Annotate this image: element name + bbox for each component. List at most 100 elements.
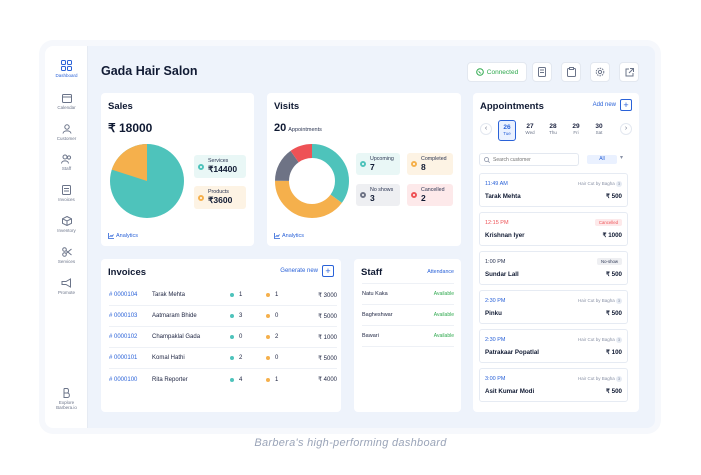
- appointment-customer: Krishnan Iyer: [485, 232, 525, 239]
- completed-value: 8: [421, 162, 426, 172]
- caption: Barbera's high-performing dashboard: [254, 437, 447, 449]
- invoice-services-count: 4: [239, 376, 243, 383]
- external-link-icon: [625, 67, 634, 76]
- invoice-products-count: 2: [275, 334, 279, 340]
- invoice-amount: ₹ 5000: [318, 355, 337, 362]
- sidebar-explore-link[interactable]: Explore Barbera.io: [45, 388, 88, 411]
- reports-button[interactable]: [532, 62, 552, 82]
- appointment-service: Hair Cut by Bagha 3: [578, 337, 622, 343]
- prev-week-chevron-icon[interactable]: ‹: [480, 123, 492, 135]
- appointment-price: ₹ 500: [606, 271, 622, 278]
- invoice-customer: Champaklal Gada: [152, 334, 201, 340]
- day-number: 28: [549, 123, 557, 130]
- services-legend: Services ₹14400: [194, 155, 246, 178]
- generate-invoice-button[interactable]: Generate new +: [280, 265, 334, 277]
- day-weekday: Thu: [549, 130, 557, 135]
- staff-name: Bagheshwar: [362, 312, 393, 318]
- grid-icon: [61, 60, 72, 71]
- day-selector-27[interactable]: 27 Wed: [521, 120, 539, 141]
- add-appointment-button[interactable]: Add new +: [593, 99, 632, 111]
- status-badge: Available: [433, 312, 454, 318]
- sidebar-item-label: Services: [57, 259, 76, 264]
- table-row[interactable]: # 0000104 Tarak Mehta 1 1 ₹ 3000: [109, 285, 337, 306]
- gear-icon: [595, 67, 605, 77]
- invoice-products-count: 1: [275, 292, 279, 298]
- invoice-id[interactable]: # 0000102: [109, 334, 138, 340]
- sidebar-item-dashboard[interactable]: Dashboard: [45, 60, 88, 78]
- table-row[interactable]: # 0000100 Rita Reporter 4 1 ₹ 4000: [109, 369, 337, 390]
- appointment-card[interactable]: 1:00 PM No-show Sundar Lall ₹ 500: [479, 251, 628, 285]
- sidebar-item-inventory[interactable]: Inventory: [45, 216, 88, 233]
- invoice-services-count: 1: [239, 292, 243, 298]
- sidebar-item-label: Invoices: [58, 197, 75, 202]
- appointment-card[interactable]: 3:00 PM Hair Cut by Bagha 3 Asit Kumar M…: [479, 368, 628, 402]
- list-item[interactable]: Natu Kaka Available: [362, 284, 454, 305]
- visits-count-row: 20 Appointments: [274, 122, 322, 134]
- visits-count: 20: [274, 122, 287, 134]
- invoice-id[interactable]: # 0000104: [109, 292, 138, 298]
- appointment-service: Hair Cut by Bagha 3: [578, 298, 622, 304]
- table-row[interactable]: # 0000102 Champaklal Gada 0 2 ₹ 1000: [109, 327, 337, 348]
- day-selector-28[interactable]: 28 Thu: [544, 120, 562, 141]
- orange-dot-icon: [266, 293, 270, 297]
- service-text: Hair Cut by Bagha: [577, 376, 615, 381]
- appointment-card[interactable]: 12:15 PM Cancelled Krishnan Iyer ₹ 1000: [479, 212, 628, 246]
- invoice-products-count: 0: [275, 355, 279, 361]
- sidebar-explore-label: Explore Barbera.io: [56, 400, 77, 411]
- settings-button[interactable]: [590, 62, 610, 82]
- list-item[interactable]: Bawari Available: [362, 326, 454, 347]
- notes-button[interactable]: [561, 62, 581, 82]
- appointment-card[interactable]: 11:49 AM Hair Cut by Bagha 3 Tarak Mehta…: [479, 173, 628, 207]
- appointment-card[interactable]: 2:30 PM Hair Cut by Bagha 3 Pinku ₹ 500: [479, 290, 628, 324]
- visits-analytics-link[interactable]: Analytics: [274, 233, 304, 239]
- scissors-icon: [61, 247, 72, 257]
- search-input[interactable]: [493, 156, 578, 163]
- day-selector-29[interactable]: 29 Fri: [567, 120, 585, 141]
- day-selector-26[interactable]: 26 Tue: [498, 120, 516, 141]
- appointment-price: ₹ 500: [606, 310, 622, 317]
- invoice-products-count: 1: [275, 376, 279, 383]
- sidebar-item-customer[interactable]: Customer: [45, 124, 88, 141]
- sales-analytics-link[interactable]: Analytics: [108, 233, 138, 239]
- cancelled-label: Cancelled: [421, 187, 445, 193]
- invoice-id[interactable]: # 0000100: [109, 376, 138, 383]
- table-row[interactable]: # 0000103 Aatmaram Bhide 3 0 ₹ 5000: [109, 306, 337, 327]
- invoice-id[interactable]: # 0000103: [109, 313, 138, 319]
- invoice-customer: Rita Reporter: [152, 376, 188, 383]
- user-icon: [62, 124, 71, 134]
- whatsapp-connected-button[interactable]: Connected: [467, 62, 527, 82]
- table-row[interactable]: # 0000101 Komal Hathi 2 0 ₹ 5000: [109, 348, 337, 369]
- attendance-link[interactable]: Attendance: [427, 269, 454, 275]
- cancelled-segment: [275, 144, 349, 218]
- teal-dot-icon: [230, 335, 234, 339]
- next-week-chevron-icon[interactable]: ›: [620, 123, 632, 135]
- orange-dot-icon: [266, 356, 270, 360]
- appointment-service: Hair Cut by Bagha 3: [578, 181, 622, 187]
- sidebar-item-invoices[interactable]: Invoices: [45, 185, 88, 202]
- invoice-id[interactable]: # 0000101: [109, 355, 138, 361]
- sidebar-item-services[interactable]: Services: [45, 247, 88, 264]
- appointment-price: ₹ 500: [606, 388, 622, 395]
- sidebar-item-calendar[interactable]: Calendar: [45, 93, 88, 110]
- list-item[interactable]: Bagheshwar Available: [362, 305, 454, 326]
- completed-segment: [275, 144, 349, 218]
- sidebar-item-staff[interactable]: Staff: [45, 154, 88, 171]
- teal-dot-icon: [230, 356, 234, 360]
- chart-icon: [274, 233, 280, 239]
- sidebar-item-promote[interactable]: Promote: [45, 278, 88, 295]
- search-box[interactable]: [479, 153, 579, 166]
- appointment-card[interactable]: 2:30 PM Hair Cut by Bagha 3 Patrakaar Po…: [479, 329, 628, 363]
- day-selector-30[interactable]: 30 Sat: [590, 120, 608, 141]
- filter-select[interactable]: All: [587, 155, 617, 164]
- invoice-amount: ₹ 1000: [318, 334, 337, 341]
- appointment-customer: Patrakaar Popatlal: [485, 349, 539, 356]
- appointment-customer: Pinku: [485, 310, 502, 317]
- page-title: Gada Hair Salon: [101, 64, 198, 78]
- products-legend: Products ₹3600: [194, 186, 246, 209]
- count-badge: 3: [616, 181, 622, 187]
- products-label: Products: [208, 189, 229, 195]
- chevron-down-icon[interactable]: ▾: [620, 155, 624, 161]
- open-external-button[interactable]: [619, 62, 639, 82]
- noshows-label: No shows: [370, 187, 394, 193]
- staff-title: Staff: [361, 267, 383, 278]
